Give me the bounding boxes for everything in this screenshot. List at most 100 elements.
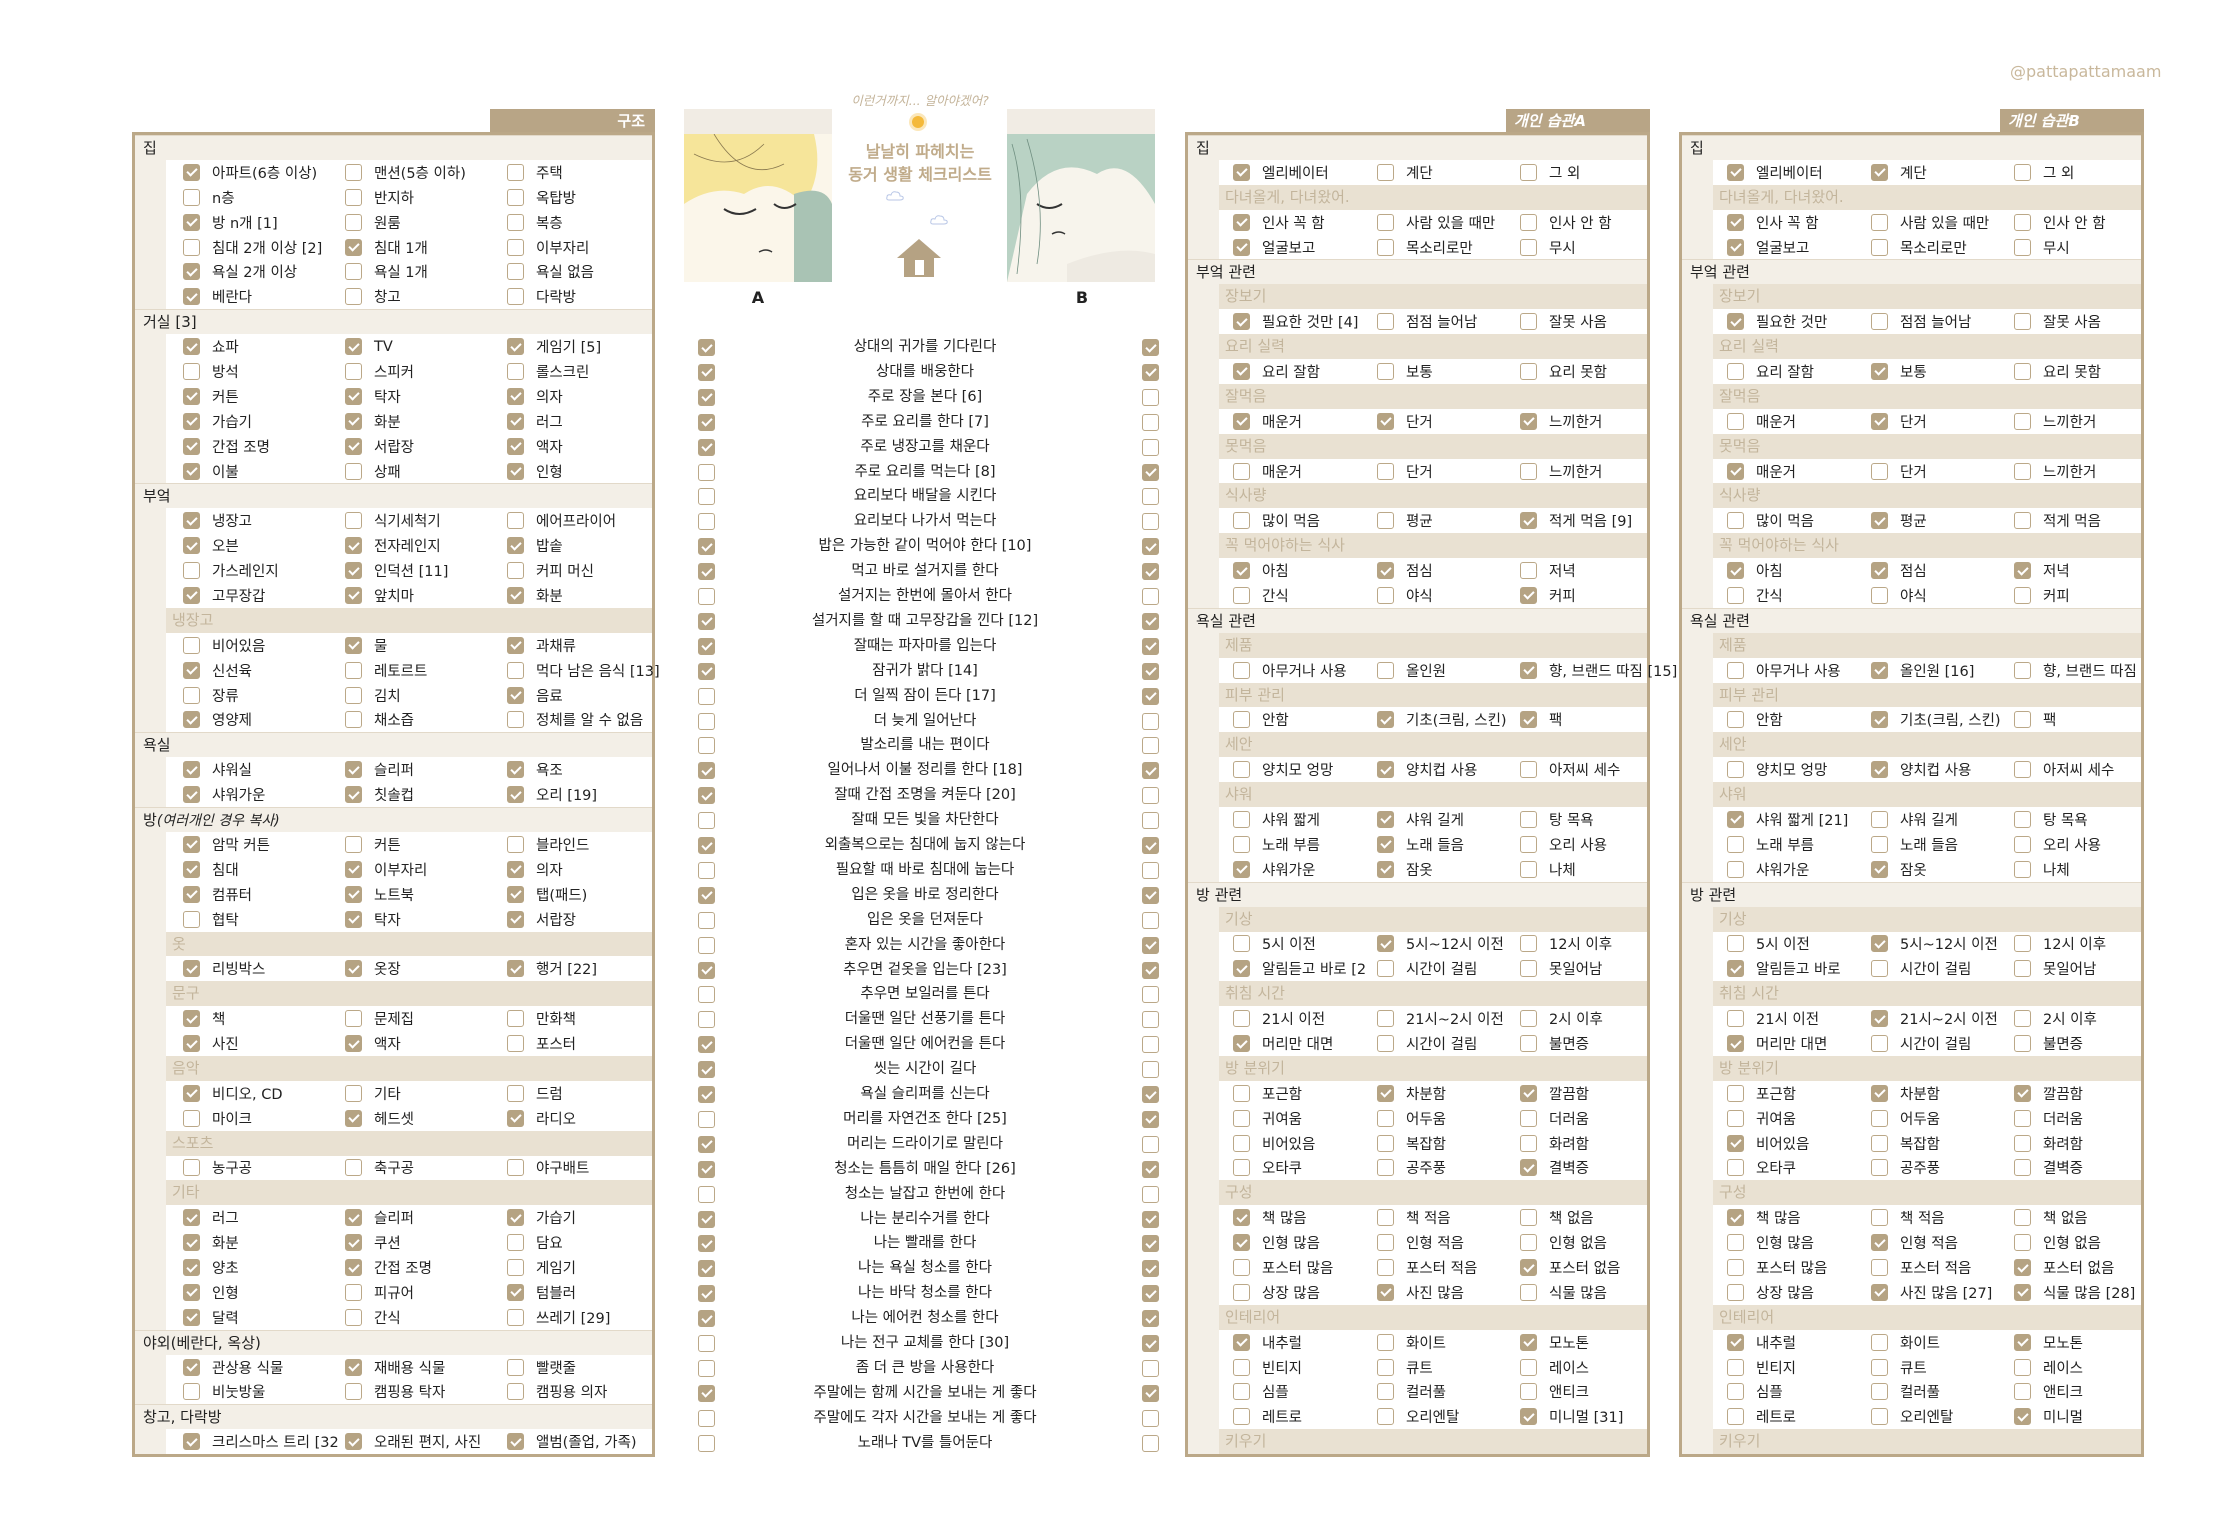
checkbox-b[interactable]: [1142, 662, 1159, 680]
checklist-item[interactable]: 책 적음: [1377, 1205, 1451, 1230]
checkbox-a[interactable]: [698, 463, 715, 481]
checkbox[interactable]: [1727, 935, 1744, 953]
checkbox[interactable]: [345, 1010, 362, 1028]
checkbox[interactable]: [1520, 935, 1537, 953]
checkbox[interactable]: [183, 860, 200, 878]
checkbox[interactable]: [1233, 1109, 1250, 1127]
checkbox[interactable]: [183, 1383, 200, 1401]
checklist-item[interactable]: 사람 있을 때만: [1377, 210, 1495, 235]
checklist-item[interactable]: 컬러풀: [1871, 1380, 1940, 1405]
checklist-item[interactable]: 보통: [1377, 359, 1433, 384]
checklist-item[interactable]: 어두움: [1871, 1106, 1940, 1131]
checklist-item[interactable]: 커튼: [183, 384, 239, 409]
checkbox[interactable]: [1727, 362, 1744, 380]
checkbox[interactable]: [1377, 1035, 1394, 1052]
checkbox[interactable]: [183, 1259, 200, 1277]
checkbox[interactable]: [1377, 313, 1394, 331]
checkbox-b[interactable]: [1142, 986, 1159, 1004]
checklist-item[interactable]: 더러움: [2014, 1106, 2083, 1131]
checkbox[interactable]: [2014, 562, 2031, 580]
checkbox-b[interactable]: [1142, 588, 1159, 605]
checkbox[interactable]: [2014, 711, 2031, 729]
checkbox-a[interactable]: [698, 886, 715, 904]
checkbox[interactable]: [507, 686, 524, 704]
checklist-item[interactable]: 포스터: [507, 1031, 576, 1056]
checkbox[interactable]: [1871, 1084, 1888, 1102]
checkbox-b[interactable]: [1142, 513, 1159, 531]
checkbox[interactable]: [1233, 1383, 1250, 1401]
checkbox[interactable]: [345, 288, 362, 306]
checkbox[interactable]: [345, 661, 362, 679]
checkbox-b[interactable]: [1142, 911, 1159, 929]
checklist-item[interactable]: 탕 목욕: [1520, 807, 1594, 832]
checkbox[interactable]: [507, 387, 524, 405]
checkbox[interactable]: [183, 786, 200, 804]
checklist-item[interactable]: 안함: [1727, 707, 1783, 732]
checklist-item[interactable]: 12시 이후: [1520, 932, 1612, 957]
checkbox[interactable]: [1871, 1109, 1888, 1127]
checklist-item[interactable]: 가스레인지: [183, 558, 279, 583]
checkbox-a[interactable]: [698, 538, 715, 556]
checkbox[interactable]: [1727, 1283, 1744, 1301]
checkbox-b[interactable]: [1142, 1260, 1159, 1278]
checkbox[interactable]: [345, 1383, 362, 1401]
checkbox[interactable]: [1233, 761, 1250, 779]
checkbox[interactable]: [1233, 1358, 1250, 1376]
checklist-item[interactable]: 사진 많음: [1377, 1280, 1464, 1305]
checkbox[interactable]: [1377, 711, 1394, 729]
checklist-item[interactable]: 21시 이전: [1233, 1006, 1325, 1031]
checkbox[interactable]: [2014, 1358, 2031, 1376]
checklist-item[interactable]: 그 외: [1520, 160, 1580, 185]
checklist-item[interactable]: 단거: [1377, 459, 1433, 484]
checklist-item[interactable]: 간식: [345, 1305, 401, 1330]
checklist-item[interactable]: 레이스: [2014, 1355, 2083, 1380]
checklist-item[interactable]: 머리만 대면: [1727, 1031, 1827, 1056]
checkbox[interactable]: [1871, 1134, 1888, 1152]
checkbox-a[interactable]: [698, 1434, 715, 1452]
checklist-item[interactable]: 드럼: [507, 1081, 563, 1106]
checkbox[interactable]: [2014, 238, 2031, 256]
checkbox[interactable]: [1871, 1259, 1888, 1277]
checklist-item[interactable]: 오리 사용: [1520, 832, 1607, 857]
checklist-item[interactable]: 컴퓨터: [183, 882, 252, 907]
checklist-item[interactable]: 앞치마: [345, 583, 414, 608]
checklist-item[interactable]: 노래 부름: [1727, 832, 1814, 857]
checklist-item[interactable]: 재배용 식물: [345, 1355, 445, 1380]
checklist-item[interactable]: 아침: [1233, 558, 1289, 583]
checklist-item[interactable]: 샤워 짧게 [21]: [1727, 807, 1848, 832]
checklist-item[interactable]: 베란다: [183, 284, 252, 309]
checkbox[interactable]: [1520, 1159, 1537, 1177]
checklist-item[interactable]: 비어있음: [1233, 1131, 1315, 1156]
checkbox[interactable]: [1520, 163, 1537, 181]
checklist-item[interactable]: 불면증: [2014, 1031, 2083, 1056]
checklist-item[interactable]: 노래 들음: [1871, 832, 1958, 857]
checkbox-b[interactable]: [1142, 1061, 1159, 1079]
checkbox[interactable]: [1727, 1333, 1744, 1351]
checkbox[interactable]: [2014, 1159, 2031, 1177]
checkbox[interactable]: [1233, 860, 1250, 878]
checkbox[interactable]: [507, 1109, 524, 1127]
checklist-item[interactable]: 시간이 걸림: [1871, 1031, 1971, 1056]
checkbox[interactable]: [507, 786, 524, 804]
checkbox[interactable]: [1520, 1408, 1537, 1426]
checkbox[interactable]: [2014, 835, 2031, 853]
checkbox-b[interactable]: [1142, 837, 1159, 854]
checkbox-a[interactable]: [698, 1359, 715, 1377]
checkbox[interactable]: [1520, 960, 1537, 978]
checkbox[interactable]: [1520, 1358, 1537, 1376]
checkbox[interactable]: [1727, 412, 1744, 430]
checkbox[interactable]: [183, 213, 200, 231]
checkbox[interactable]: [1871, 163, 1888, 181]
checklist-item[interactable]: 인형 적음: [1377, 1230, 1464, 1255]
checklist-item[interactable]: 못일어남: [2014, 956, 2096, 981]
checkbox[interactable]: [1377, 1234, 1394, 1252]
checkbox-b[interactable]: [1142, 1359, 1159, 1377]
checkbox-b[interactable]: [1142, 413, 1159, 431]
checklist-item[interactable]: 차분함: [1871, 1081, 1940, 1106]
checklist-item[interactable]: 단거: [1377, 409, 1433, 434]
checklist-item[interactable]: 포스터 없음: [2014, 1255, 2114, 1280]
checklist-item[interactable]: 달력: [183, 1305, 239, 1330]
checkbox[interactable]: [2014, 1209, 2031, 1227]
checkbox[interactable]: [507, 188, 524, 206]
checkbox[interactable]: [345, 338, 362, 356]
